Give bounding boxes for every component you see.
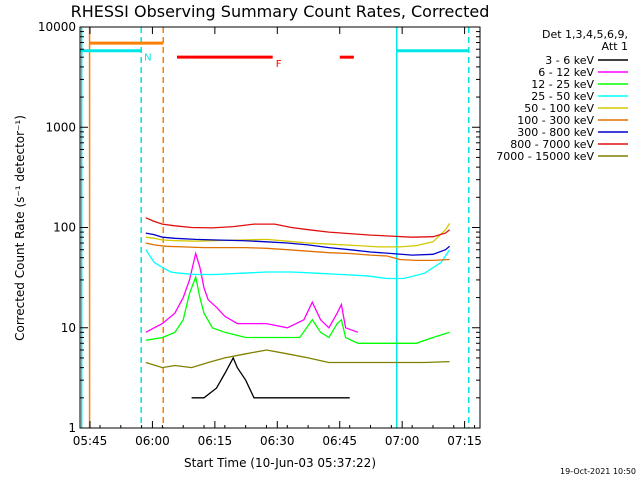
series-line bbox=[145, 223, 451, 248]
x-tick-label: 06:00 bbox=[135, 434, 170, 448]
plot-area: NF bbox=[80, 27, 470, 428]
x-tick-label: 07:00 bbox=[385, 434, 420, 448]
x-axis-label: Start Time (10-Jun-03 05:37:22) bbox=[184, 456, 376, 470]
y-tick-label: 1000 bbox=[45, 120, 76, 134]
y-axis-label: Corrected Count Rate (s⁻¹ detector⁻¹) bbox=[13, 115, 27, 341]
x-tick-label: 06:30 bbox=[260, 434, 295, 448]
x-tick-label: 07:15 bbox=[447, 434, 482, 448]
series-line bbox=[145, 217, 451, 238]
y-tick-label: 10 bbox=[61, 321, 76, 335]
legend-label: 6 - 12 keV bbox=[538, 66, 594, 79]
legend-label: 800 - 7000 keV bbox=[510, 138, 594, 151]
flag-label: N bbox=[144, 53, 151, 64]
legend-label: 50 - 100 keV bbox=[524, 102, 594, 115]
legend-label: 300 - 800 keV bbox=[517, 126, 594, 139]
series-line bbox=[145, 274, 450, 344]
series-line bbox=[145, 250, 359, 333]
chart-title: RHESSI Observing Summary Count Rates, Co… bbox=[71, 2, 490, 21]
legend-label: 7000 - 15000 keV bbox=[496, 150, 594, 163]
x-tick-label: 05:45 bbox=[73, 434, 108, 448]
x-tick-label: 06:45 bbox=[322, 434, 357, 448]
x-tick-label: 06:15 bbox=[198, 434, 233, 448]
y-tick-label: 1 bbox=[68, 421, 76, 435]
y-tick-label: 10000 bbox=[38, 20, 76, 34]
legend-label: 3 - 6 keV bbox=[545, 54, 594, 67]
footer-date: 19-Oct-2021 10:50 bbox=[560, 467, 636, 476]
axes: 05:45 06:00 06:15 06:30 06:45 07:00 07:15 1 10 10… bbox=[38, 20, 482, 448]
flag-label: F bbox=[276, 59, 282, 70]
y-tick-label: 100 bbox=[53, 221, 76, 235]
series-line bbox=[145, 242, 450, 262]
legend-header: Att 1 bbox=[602, 40, 628, 53]
series-line bbox=[191, 356, 350, 399]
series-line bbox=[145, 249, 451, 280]
legend-label: 12 - 25 keV bbox=[531, 78, 594, 91]
legend-header: Det 1,3,4,5,6,9, bbox=[542, 28, 628, 41]
series-line bbox=[145, 232, 451, 256]
legend-label: 25 - 50 keV bbox=[531, 90, 594, 103]
series-line bbox=[145, 349, 450, 369]
legend-label: 100 - 300 keV bbox=[517, 114, 594, 127]
